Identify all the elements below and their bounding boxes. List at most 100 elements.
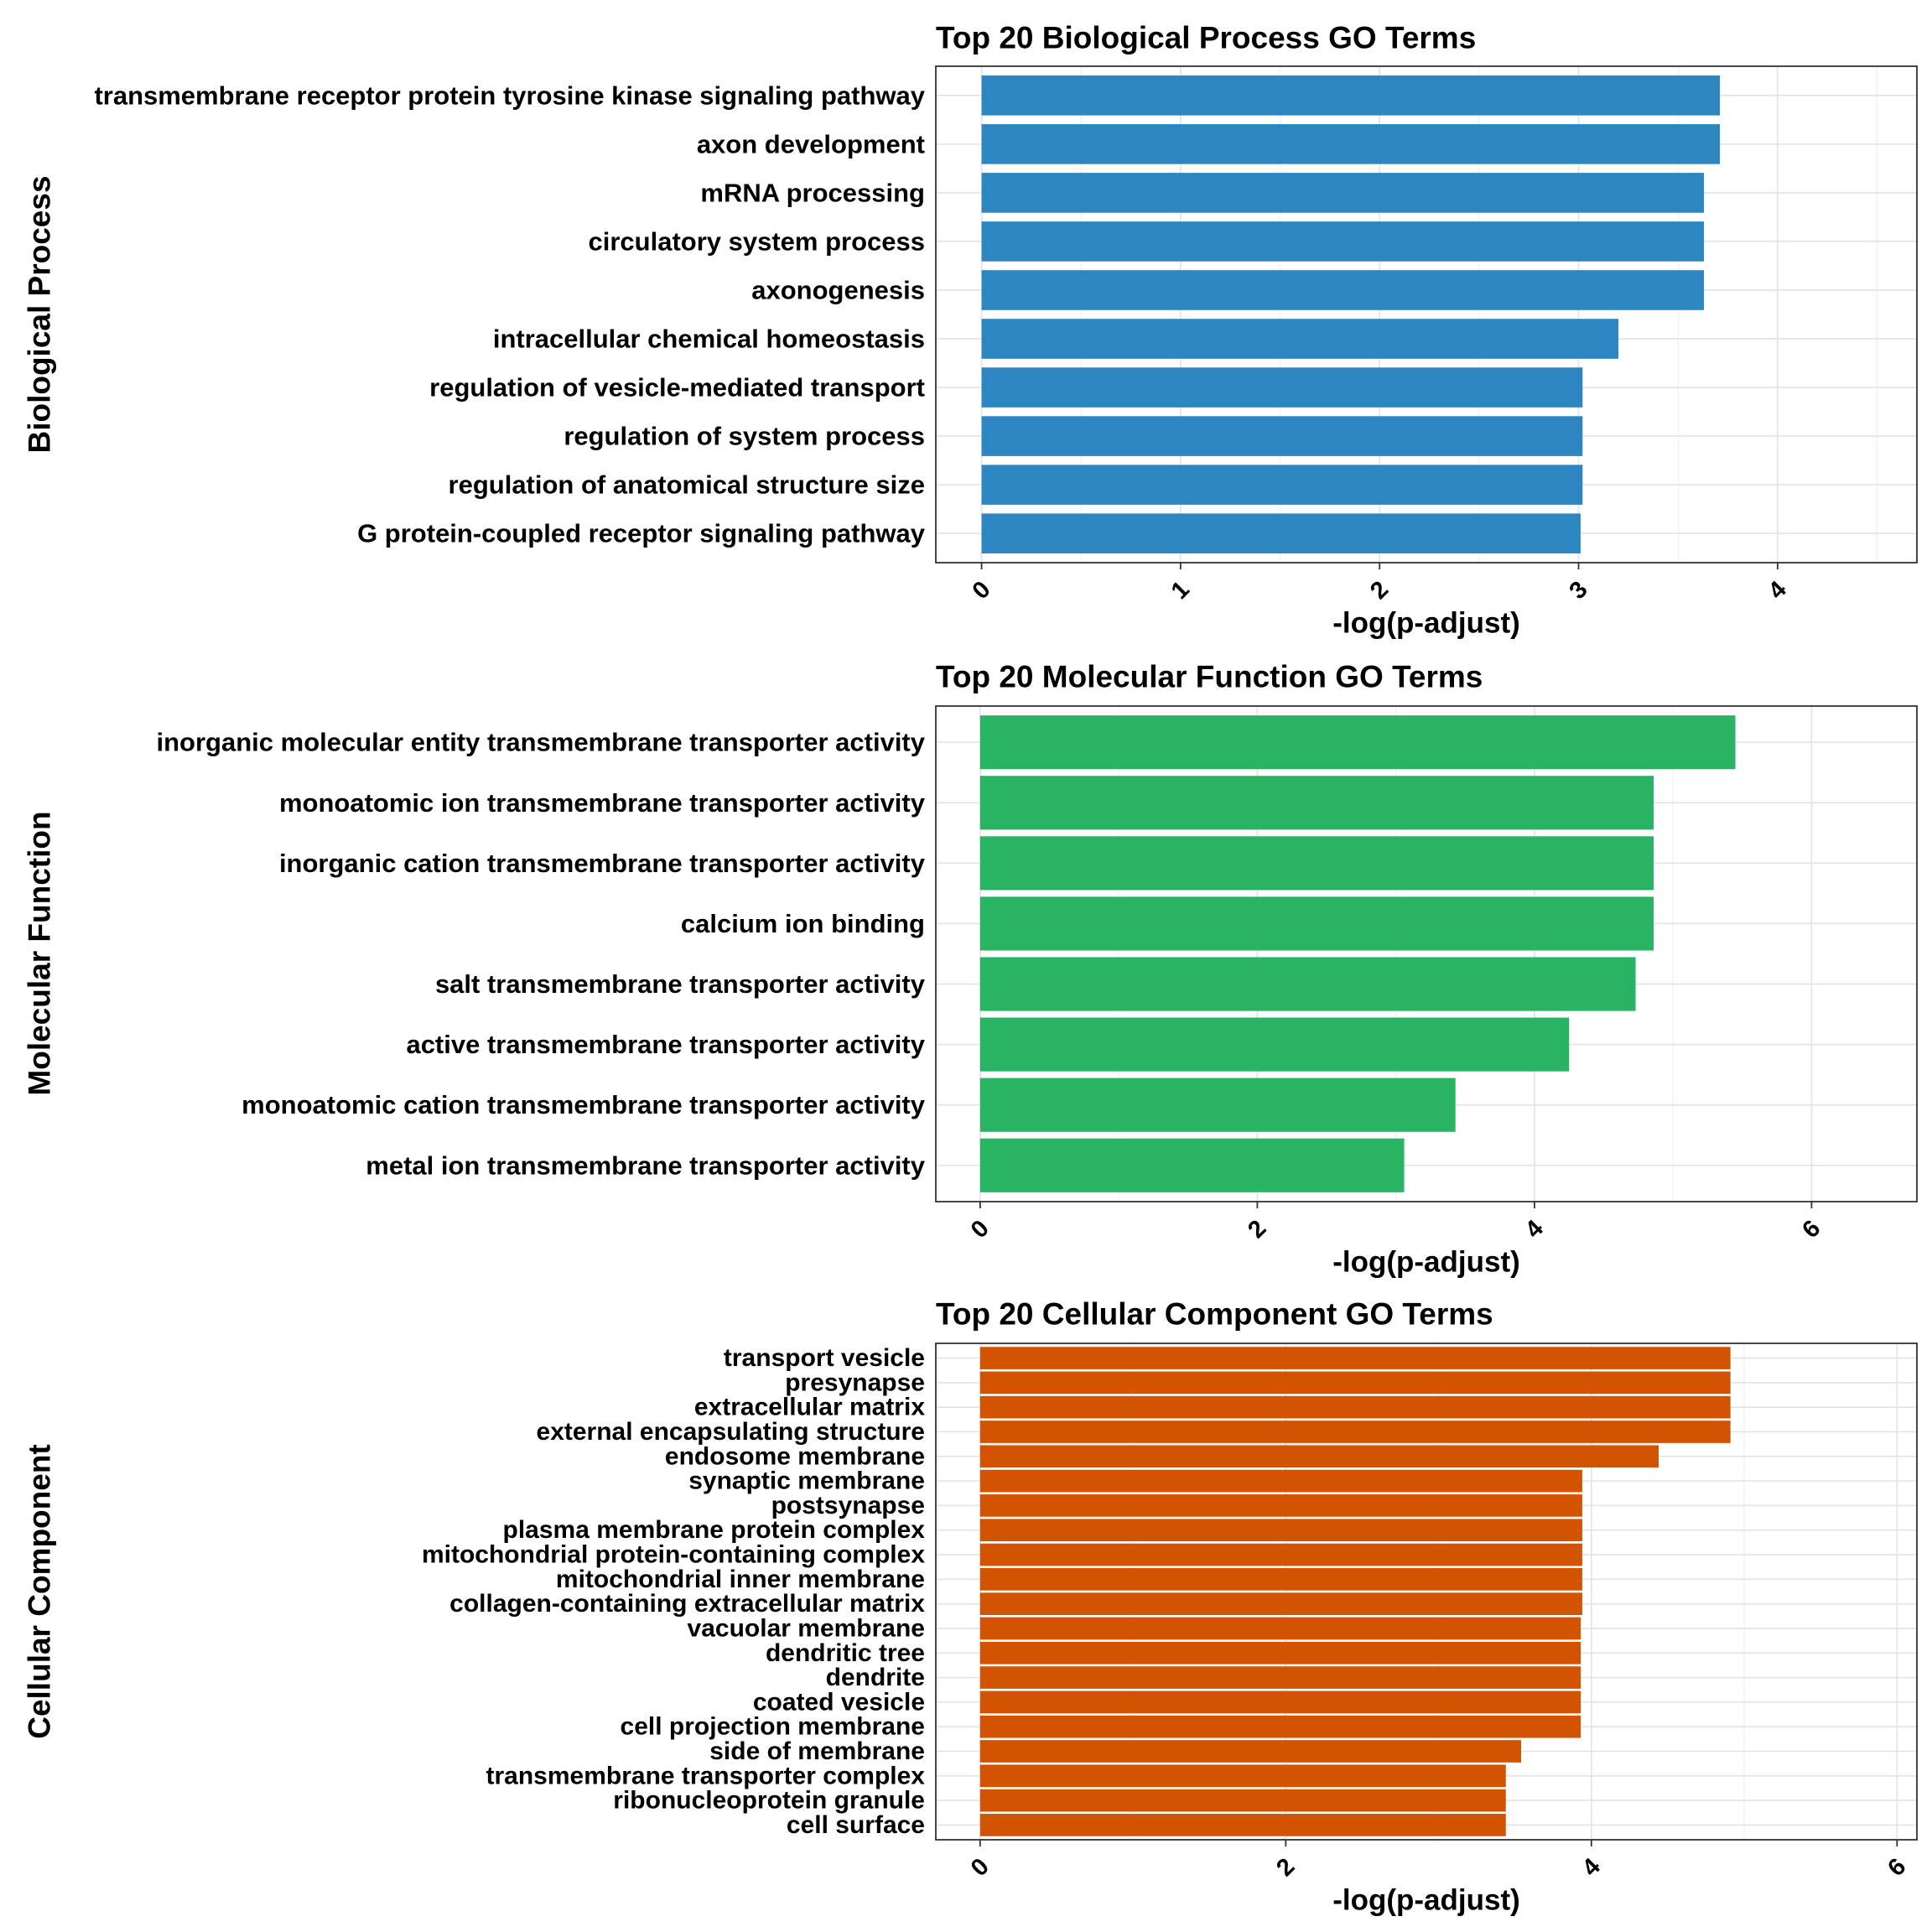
bar-cc-4 <box>979 1420 1731 1443</box>
bar-cc-18 <box>979 1764 1506 1788</box>
category-label: active transmembrane transporter activit… <box>406 1030 925 1059</box>
bar-mf-7 <box>979 1078 1456 1132</box>
x-tick-label: 2 <box>1365 576 1394 605</box>
x-tick-label: 1 <box>1166 576 1195 605</box>
category-label: cell projection membrane <box>621 1713 925 1741</box>
panel-border <box>935 1343 1918 1841</box>
x-axis-label: -log(p-adjust) <box>1332 1884 1520 1917</box>
category-label: transport vesicle <box>724 1344 925 1372</box>
chart-title: Top 20 Molecular Function GO Terms <box>936 660 1483 694</box>
bar-cc-9 <box>979 1543 1582 1566</box>
category-label: ribonucleoprotein granule <box>613 1787 925 1815</box>
bar-cc-2 <box>979 1371 1731 1394</box>
category-label: transmembrane transporter complex <box>486 1762 925 1789</box>
category-label: synaptic membrane <box>688 1467 925 1495</box>
y-axis-label: Cellular Component <box>23 1444 57 1739</box>
x-tick-label: 2 <box>1243 1215 1271 1244</box>
category-label: monoatomic ion transmembrane transporter… <box>279 788 926 818</box>
bar-cc-11 <box>979 1592 1582 1615</box>
bar-bp-3 <box>981 173 1705 213</box>
x-tick-label: 0 <box>966 1853 995 1882</box>
category-label: calcium ion binding <box>681 909 925 938</box>
category-label: extracellular matrix <box>694 1394 925 1421</box>
bar-mf-3 <box>979 836 1654 891</box>
category-label: dendritic tree <box>766 1639 925 1667</box>
bar-cc-17 <box>979 1740 1521 1763</box>
x-tick-label: 6 <box>1797 1215 1826 1244</box>
category-label: dendrite <box>826 1664 925 1691</box>
category-label: G protein-coupled receptor signaling pat… <box>357 519 926 548</box>
chart-panel-cc: transport vesiclepresynapseextracellular… <box>23 1297 1918 1917</box>
category-label: metal ion transmembrane transporter acti… <box>366 1150 925 1180</box>
bar-cc-14 <box>979 1666 1581 1689</box>
category-label: transmembrane receptor protein tyrosine … <box>94 80 925 110</box>
bar-mf-4 <box>979 896 1654 951</box>
category-label: regulation of vesicle-mediated transport <box>429 373 925 402</box>
chart-title: Top 20 Cellular Component GO Terms <box>936 1297 1493 1332</box>
category-label: regulation of anatomical structure size <box>449 470 925 500</box>
category-label: mitochondrial inner membrane <box>556 1566 925 1593</box>
bar-cc-1 <box>979 1347 1731 1369</box>
bar-bp-2 <box>981 124 1721 164</box>
category-label: coated vesicle <box>753 1688 925 1716</box>
category-label: presynapse <box>785 1368 925 1396</box>
category-label: axonogenesis <box>751 275 925 304</box>
bar-bp-1 <box>981 75 1721 116</box>
category-label: mitochondrial protein-containing complex <box>422 1541 925 1569</box>
x-axis-label: -log(p-adjust) <box>1332 607 1520 640</box>
bar-cc-3 <box>979 1395 1731 1419</box>
category-label: vacuolar membrane <box>688 1614 925 1642</box>
y-axis-label: Biological Process <box>23 175 57 453</box>
x-tick-label: 0 <box>966 1215 995 1244</box>
bar-mf-5 <box>979 957 1636 1011</box>
x-tick-label: 4 <box>1520 1215 1549 1244</box>
bar-mf-6 <box>979 1017 1570 1072</box>
bar-cc-19 <box>979 1789 1506 1812</box>
chart-panel-bp: transmembrane receptor protein tyrosine … <box>23 21 1918 640</box>
bar-cc-15 <box>979 1690 1581 1714</box>
category-label: side of membrane <box>709 1737 925 1765</box>
bar-cc-20 <box>979 1814 1506 1836</box>
panel-border <box>935 705 1918 1202</box>
x-tick-label: 0 <box>968 576 996 605</box>
bar-cc-7 <box>979 1494 1582 1517</box>
category-label: regulation of system process <box>564 422 925 451</box>
x-tick-label: 3 <box>1565 576 1593 605</box>
bar-bp-4 <box>981 221 1705 262</box>
category-label: salt transmembrane transporter activity <box>435 969 926 999</box>
bar-bp-10 <box>981 513 1581 553</box>
category-label: inorganic molecular entity transmembrane… <box>157 728 926 757</box>
category-label: cell surface <box>787 1811 925 1839</box>
y-axis-label: Molecular Function <box>23 811 57 1095</box>
x-tick-label: 4 <box>1763 576 1792 605</box>
bar-cc-8 <box>979 1519 1582 1542</box>
bar-bp-9 <box>981 465 1583 505</box>
x-tick-label: 6 <box>1883 1853 1911 1882</box>
bar-cc-13 <box>979 1641 1581 1665</box>
bar-mf-2 <box>979 776 1654 830</box>
category-label: endosome membrane <box>665 1442 925 1470</box>
bar-cc-5 <box>979 1445 1659 1468</box>
panel-border <box>935 65 1918 564</box>
bar-cc-16 <box>979 1715 1581 1738</box>
category-label: circulatory system process <box>589 226 926 256</box>
chart-panel-mf: inorganic molecular entity transmembrane… <box>23 660 1918 1279</box>
bar-bp-8 <box>981 416 1583 456</box>
category-label: plasma membrane protein complex <box>503 1516 926 1544</box>
category-label: intracellular chemical homeostasis <box>493 325 925 354</box>
x-tick-label: 2 <box>1271 1853 1300 1882</box>
bar-bp-7 <box>981 367 1583 408</box>
category-label: inorganic cation transmembrane transport… <box>279 849 926 878</box>
category-label: axon development <box>697 129 925 158</box>
x-tick-label: 4 <box>1577 1853 1606 1882</box>
bar-mf-8 <box>979 1138 1405 1192</box>
category-label: postsynapse <box>771 1492 925 1519</box>
chart-title: Top 20 Biological Process GO Terms <box>936 21 1476 55</box>
bar-cc-10 <box>979 1568 1582 1591</box>
bar-cc-6 <box>979 1469 1582 1493</box>
bar-cc-12 <box>979 1617 1581 1640</box>
bar-bp-5 <box>981 270 1705 310</box>
bar-mf-1 <box>979 715 1736 770</box>
category-label: external encapsulating structure <box>537 1418 925 1446</box>
